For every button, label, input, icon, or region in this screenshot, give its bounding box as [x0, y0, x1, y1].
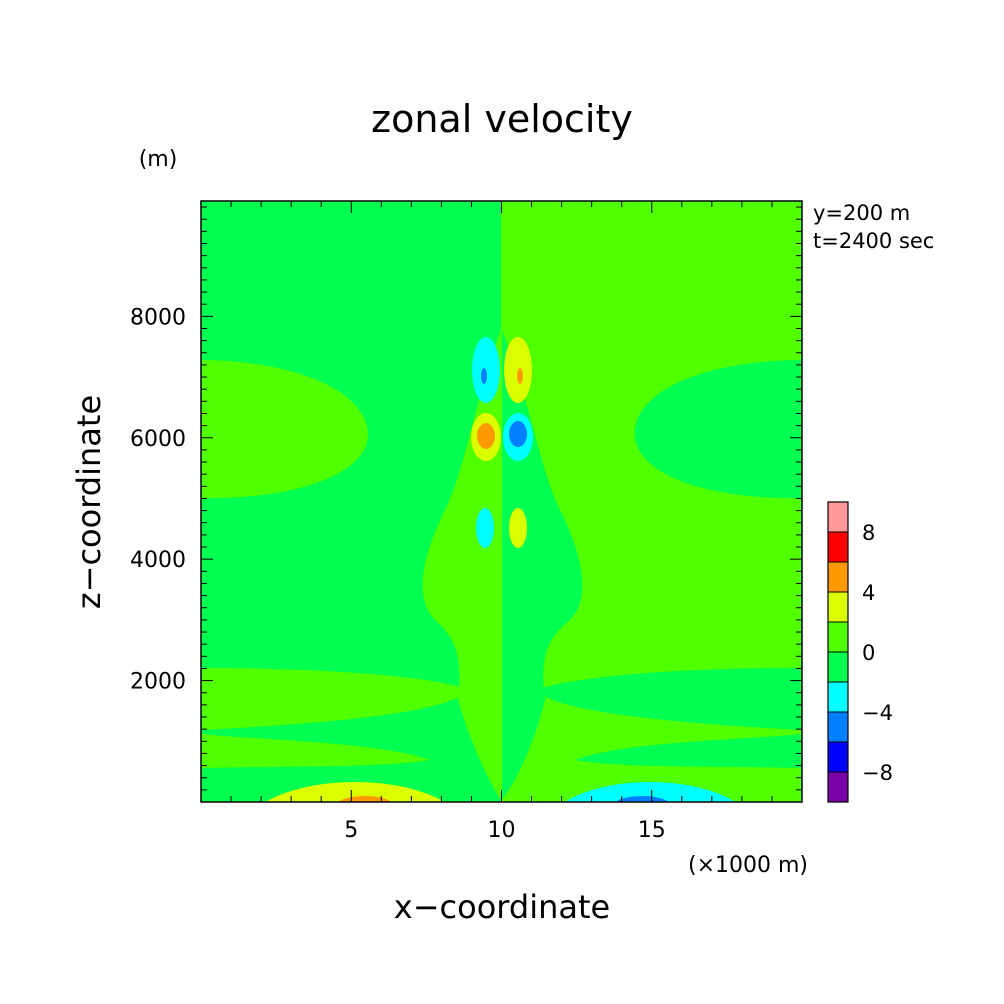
- west-lower-positive-band: [201, 668, 470, 730]
- x-axis-label: x−coordinate: [394, 888, 610, 926]
- colorbar-swatch: [828, 622, 848, 652]
- x-tick-label: 10: [488, 818, 516, 843]
- colorbar-tick-label: −4: [862, 701, 893, 725]
- surface-east-negative-outer: [564, 782, 736, 802]
- colorbar: −8 −4 0 4 8: [827, 501, 893, 803]
- mid-east-negative-core: [509, 421, 527, 447]
- plot-area: [201, 201, 802, 802]
- x-unit-label: (×1000 m): [688, 853, 808, 878]
- east-near-surface-negative-band: [575, 734, 802, 768]
- y-unit-label: (m): [139, 147, 178, 172]
- x-tick-labels: 5 10 15: [344, 818, 666, 843]
- y-tick-label: 6000: [130, 427, 186, 452]
- colorbar-swatch: [828, 652, 848, 682]
- colorbar-swatch: [828, 562, 848, 592]
- upper-east-positive-core: [517, 368, 523, 384]
- colorbar-tick-label: −8: [862, 761, 893, 785]
- colorbar-swatch: [828, 742, 848, 772]
- mid-west-positive-core: [477, 423, 495, 449]
- colorbar-swatch: [828, 682, 848, 712]
- x-tick-label: 5: [344, 818, 358, 843]
- surface-west-positive-core: [338, 796, 392, 802]
- west-upper-positive-lobe: [201, 360, 368, 499]
- upper-west-negative-outer: [472, 337, 500, 403]
- axis-ticks: [201, 201, 802, 802]
- east-lower-negative-band: [535, 668, 802, 730]
- surface-east-negative-core: [615, 796, 669, 802]
- x-tick-label: 15: [638, 818, 666, 843]
- y-tick-label: 2000: [130, 670, 186, 695]
- annotation-t: t=2400 sec: [813, 229, 934, 253]
- y-tick-label: 4000: [130, 548, 186, 573]
- surface-west-positive-outer: [265, 782, 445, 802]
- y-tick-label: 8000: [130, 305, 186, 330]
- lower-west-negative: [476, 508, 494, 548]
- colorbar-swatch: [828, 532, 848, 562]
- colorbar-swatch: [828, 592, 848, 622]
- upper-west-negative-core: [481, 368, 487, 384]
- colorbar-tick-label: 4: [862, 581, 875, 605]
- upper-east-positive-outer: [504, 337, 532, 403]
- y-tick-labels: 2000 4000 6000 8000: [130, 305, 186, 694]
- west-near-surface-positive-band: [201, 734, 430, 768]
- east-upper-negative-lobe: [634, 360, 802, 499]
- colorbar-swatch: [828, 712, 848, 742]
- annotation-y: y=200 m: [813, 201, 910, 225]
- chart-title: zonal velocity: [371, 97, 633, 141]
- colorbar-tick-label: 0: [862, 641, 875, 665]
- colorbar-tick-label: 8: [862, 521, 875, 545]
- colorbar-frame: [827, 501, 849, 803]
- lower-east-positive: [509, 508, 527, 548]
- colorbar-swatch: [828, 772, 848, 802]
- y-axis-label: z−coordinate: [70, 395, 108, 609]
- colorbar-swatch: [828, 502, 848, 532]
